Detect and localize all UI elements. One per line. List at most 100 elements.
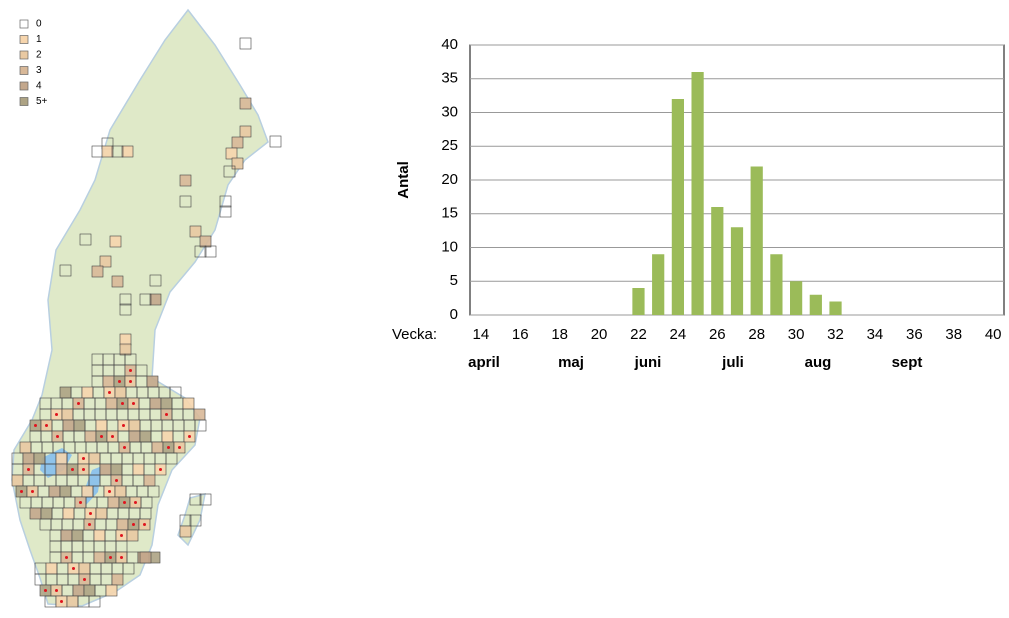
map-square [94, 518, 107, 531]
map-square [82, 529, 95, 542]
map-square [135, 375, 148, 388]
map-square [129, 441, 142, 454]
map-square [105, 408, 118, 421]
map-square [132, 452, 145, 465]
map-square [59, 386, 72, 399]
map-square [85, 441, 98, 454]
map-square [51, 507, 64, 520]
map-dot [108, 490, 111, 493]
map-square [11, 452, 24, 465]
map-square [44, 474, 57, 487]
map-square [73, 430, 86, 443]
map-square [122, 562, 135, 575]
y-tick-label: 0 [450, 306, 458, 323]
map-square [50, 518, 63, 531]
map-square [219, 195, 232, 208]
map-square [139, 419, 152, 432]
map-square [92, 386, 105, 399]
x-tick-label: 28 [748, 326, 765, 343]
map-square [225, 147, 238, 160]
x-tick-label: 20 [591, 326, 608, 343]
map-square [110, 463, 123, 476]
bar [711, 207, 724, 315]
map-square [79, 233, 92, 246]
map-square [231, 157, 244, 170]
map-square [223, 165, 236, 178]
map-square [111, 562, 124, 575]
map-square [52, 496, 65, 509]
legend-swatch [19, 50, 29, 60]
map-square [132, 463, 145, 476]
map-square [45, 562, 58, 575]
map-square [82, 551, 95, 564]
map-square [111, 275, 124, 288]
map-square [104, 529, 117, 542]
map-square [194, 245, 207, 258]
map-dot [129, 369, 132, 372]
map-square [149, 293, 162, 306]
map-square [39, 408, 52, 421]
map-square [111, 573, 124, 586]
bar [671, 99, 684, 315]
map-square [78, 562, 91, 575]
map-square [93, 551, 106, 564]
map-square [107, 496, 120, 509]
map-dot [115, 479, 118, 482]
map-square [85, 496, 98, 509]
map-square [60, 540, 73, 553]
map-square [179, 195, 192, 208]
map-square [33, 463, 46, 476]
map-square [39, 518, 52, 531]
map-square [117, 507, 130, 520]
map-square [139, 551, 152, 564]
map-square [106, 419, 119, 432]
map-dot [60, 600, 63, 603]
map-square [111, 145, 124, 158]
map-square [136, 386, 149, 399]
map-square [116, 408, 129, 421]
map-square [82, 540, 95, 553]
map-dot [123, 501, 126, 504]
map-square [119, 293, 132, 306]
map-square [139, 293, 152, 306]
map-dot [27, 468, 30, 471]
map-square [29, 507, 42, 520]
legend-swatch [19, 19, 29, 29]
x-tick-label: 18 [551, 326, 568, 343]
map-square [101, 145, 114, 158]
map-square [95, 419, 108, 432]
map-dot [134, 501, 137, 504]
map-square [121, 463, 134, 476]
map-square [138, 408, 151, 421]
bar [730, 227, 744, 315]
map-square [114, 386, 127, 399]
map-square [71, 551, 84, 564]
map-square [105, 584, 118, 597]
month-label: maj [558, 354, 584, 371]
legend-label: 1 [36, 34, 42, 45]
x-tick-label: 22 [630, 326, 647, 343]
x-tick-label: 14 [472, 326, 489, 343]
map-square [81, 386, 94, 399]
map-square [189, 493, 202, 506]
map-square [231, 136, 244, 149]
map-square [19, 441, 32, 454]
map-square [171, 408, 184, 421]
map-square [81, 485, 94, 498]
y-tick-label: 10 [441, 238, 458, 255]
legend-label: 2 [36, 50, 42, 61]
map-square [61, 584, 74, 597]
map-square [59, 485, 72, 498]
map-square [143, 452, 156, 465]
map-square [88, 474, 101, 487]
map-square [126, 529, 139, 542]
bar [632, 288, 645, 315]
map-square [102, 375, 115, 388]
bar [770, 254, 783, 315]
map-square [11, 463, 24, 476]
map-square [132, 474, 145, 487]
map-square [182, 408, 195, 421]
map-square [199, 235, 212, 248]
map-square [33, 452, 46, 465]
map-square [33, 474, 46, 487]
